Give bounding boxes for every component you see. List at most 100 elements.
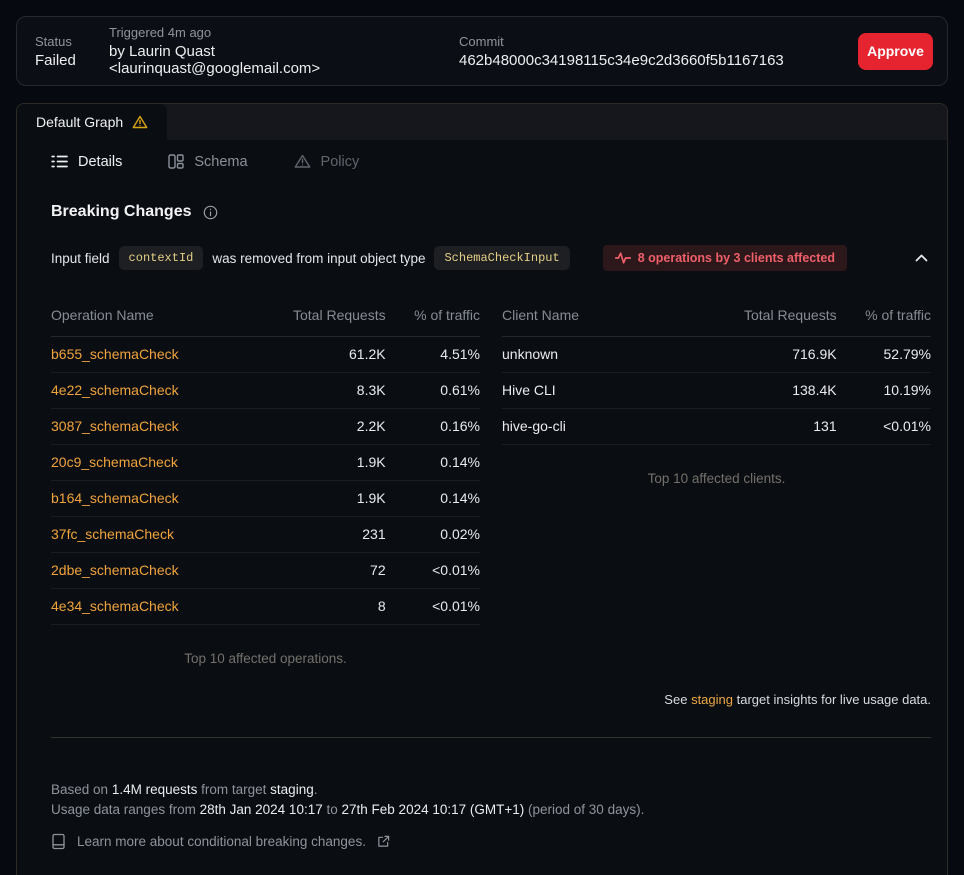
clients-caption: Top 10 affected clients. [647,471,786,486]
clients-table: Client Name Total Requests % of traffic … [502,299,931,445]
tab-schema[interactable]: Schema [168,154,248,170]
operation-link[interactable]: b164_schemaCheck [51,490,179,506]
approve-button[interactable]: Approve [858,32,933,70]
change-text-prefix: Input field [51,250,110,266]
operation-traffic: <0.01% [385,552,480,589]
insights-note-pre: See [664,692,688,707]
external-link-icon [377,835,390,848]
change-text-middle: was removed from input object type [212,250,426,266]
clients-header-requests: Total Requests [716,299,837,337]
client-traffic: <0.01% [836,408,931,445]
commit-hash: 462b48000c34198115c34e9c2d3660f5b1167163 [459,51,784,69]
client-traffic: 52.79% [836,336,931,373]
clients-column: Client Name Total Requests % of traffic … [502,299,931,666]
operation-requests: 61.2K [265,336,386,373]
operation-requests: 2.2K [265,408,386,445]
graph-tab-label: Default Graph [36,114,124,130]
book-icon [51,833,66,850]
learn-more-link[interactable]: Learn more about conditional breaking ch… [51,833,931,850]
client-requests: 716.9K [716,336,837,373]
list-icon [51,154,68,169]
check-subnav: Details Schema Policy [17,140,947,183]
status-group: Status Failed [35,34,91,69]
info-icon[interactable] [203,205,218,220]
pulse-icon [614,252,631,264]
staging-target-link[interactable]: staging [691,692,733,707]
operations-caption: Top 10 affected operations. [184,651,347,666]
operation-requests: 1.9K [265,480,386,517]
affected-operations-badge: 8 operations by 3 clients affected [602,245,847,271]
operations-table: Operation Name Total Requests % of traff… [51,299,480,625]
table-row: 3087_schemaCheck 2.2K 0.16% [51,408,480,445]
client-traffic: 10.19% [836,372,931,409]
client-name: hive-go-cli [502,408,717,445]
operations-header-traffic: % of traffic [385,299,480,337]
insights-note: See staging target insights for live usa… [51,692,931,707]
operation-traffic: 0.61% [385,372,480,409]
triggered-author: by Laurin Quast <laurinquast@googlemail.… [109,43,321,77]
tab-policy[interactable]: Policy [294,153,360,170]
operations-column: Operation Name Total Requests % of traff… [51,299,480,666]
affected-badge-label: 8 operations by 3 clients affected [637,251,835,265]
tab-policy-label: Policy [320,153,360,170]
operation-traffic: 4.51% [385,336,480,373]
table-row: b164_schemaCheck 1.9K 0.14% [51,480,480,517]
tab-details[interactable]: Details [51,154,122,170]
collapse-change-button[interactable] [912,250,931,266]
insights-note-post: target insights for live usage data. [736,692,931,707]
check-panel: Default Graph Details [16,103,948,875]
learn-more-label: Learn more about conditional breaking ch… [77,834,366,849]
operation-traffic: 0.16% [385,408,480,445]
tab-default-graph[interactable]: Default Graph [17,104,168,140]
clients-header-name: Client Name [502,299,717,337]
client-requests: 131 [716,408,837,445]
commit-label: Commit [459,33,504,49]
table-row: 4e22_schemaCheck 8.3K 0.61% [51,372,480,409]
operation-link[interactable]: 20c9_schemaCheck [51,454,178,470]
table-row: 4e34_schemaCheck 8 <0.01% [51,588,480,625]
operation-link[interactable]: 37fc_schemaCheck [51,526,174,542]
client-name: unknown [502,336,717,373]
table-row: Hive CLI 138.4K 10.19% [502,372,931,409]
triggered-group: Triggered 4m ago by Laurin Quast <laurin… [109,25,421,77]
usage-range-to: to [326,802,338,817]
operation-link[interactable]: 4e22_schemaCheck [51,382,179,398]
type-code-chip: SchemaCheckInput [434,246,570,270]
usage-range-suffix: (period of 30 days). [528,802,645,817]
operation-link[interactable]: 2dbe_schemaCheck [51,562,179,578]
usage-summary-line1: Based on 1.4M requests from target stagi… [51,780,931,800]
usage-request-count: 1.4M requests [111,782,198,797]
table-row: 37fc_schemaCheck 231 0.02% [51,516,480,553]
operation-link[interactable]: 3087_schemaCheck [51,418,179,434]
operations-header-requests: Total Requests [265,299,386,337]
operation-traffic: <0.01% [385,588,480,625]
status-label: Status [35,33,72,49]
breaking-changes-title: Breaking Changes [51,203,192,220]
operation-requests: 72 [265,552,386,589]
check-header-card: Status Failed Triggered 4m ago by Laurin… [16,16,948,86]
usage-range-end: 27th Feb 2024 10:17 (GMT+1) [341,802,525,817]
client-name: Hive CLI [502,372,717,409]
clients-header-traffic: % of traffic [836,299,931,337]
usage-based-mid: from target [201,782,267,797]
table-row: 2dbe_schemaCheck 72 <0.01% [51,552,480,589]
table-row: hive-go-cli 131 <0.01% [502,408,931,445]
commit-group: Commit 462b48000c34198115c34e9c2d3660f5b… [459,34,784,69]
usage-target-name: staging [270,782,314,797]
operation-link[interactable]: b655_schemaCheck [51,346,179,362]
table-row: unknown 716.9K 52.79% [502,336,931,373]
operation-link[interactable]: 4e34_schemaCheck [51,598,179,614]
field-code-chip: contextId [118,246,204,270]
operation-traffic: 0.02% [385,516,480,553]
footer-divider [51,737,931,738]
policy-warning-icon [294,154,311,169]
tab-details-label: Details [78,153,123,170]
schema-icon [168,154,185,169]
operations-header-name: Operation Name [51,299,266,337]
triggered-label: Triggered 4m ago [109,25,212,40]
graph-tabstrip: Default Graph [17,104,947,140]
breaking-change-row: Input field contextId was removed from i… [51,245,931,271]
operation-traffic: 0.14% [385,444,480,481]
operation-requests: 1.9K [265,444,386,481]
usage-based-end: . [313,782,318,797]
